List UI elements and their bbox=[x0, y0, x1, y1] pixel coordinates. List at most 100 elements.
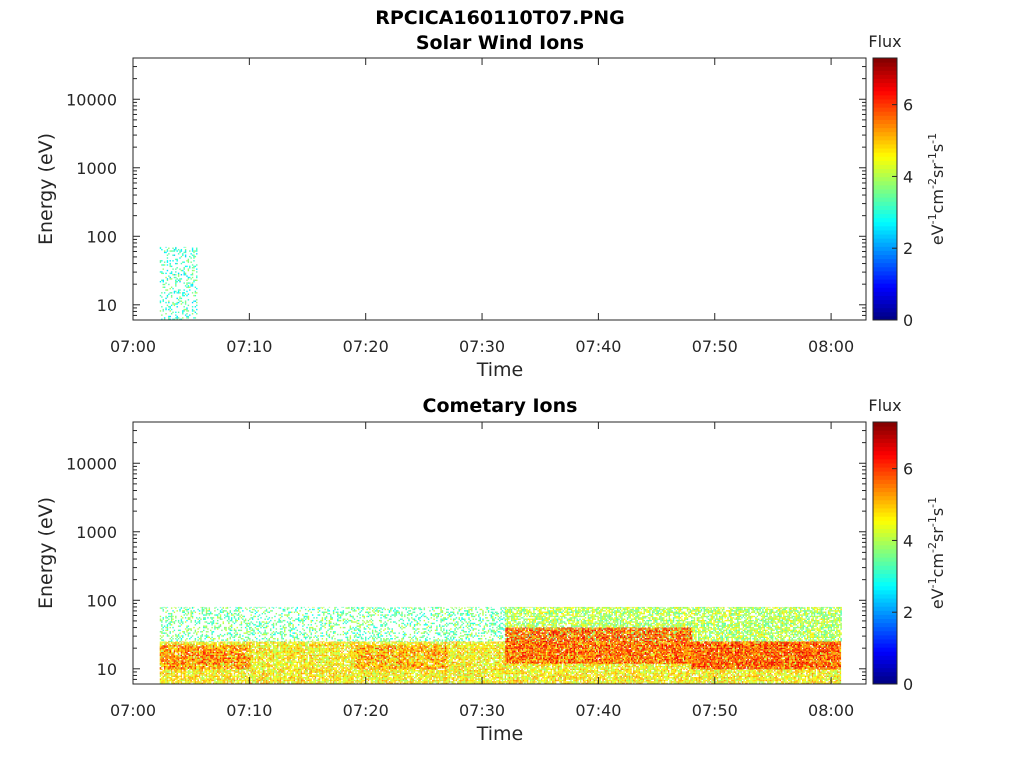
heatmap-cell bbox=[299, 654, 301, 657]
heatmap-cell bbox=[313, 674, 315, 676]
heatmap-cell bbox=[184, 254, 187, 256]
heatmap-cell bbox=[366, 671, 368, 673]
heatmap-cell bbox=[256, 656, 258, 658]
heatmap-cell bbox=[303, 657, 305, 659]
heatmap-cell bbox=[281, 678, 283, 680]
heatmap-cell bbox=[387, 641, 389, 643]
heatmap-cell bbox=[388, 658, 391, 661]
heatmap-cell bbox=[184, 250, 187, 252]
heatmap-cell bbox=[316, 670, 318, 672]
heatmap-cell bbox=[268, 645, 271, 647]
heatmap-cell bbox=[300, 678, 303, 680]
heatmap-cell bbox=[288, 668, 290, 671]
heatmap-cell bbox=[191, 643, 194, 645]
heatmap-cell bbox=[362, 677, 364, 679]
heatmap-cell bbox=[335, 663, 338, 665]
heatmap-area bbox=[159, 606, 842, 684]
heatmap-cell bbox=[346, 677, 349, 679]
heatmap-cell bbox=[337, 642, 339, 644]
heatmap-cell bbox=[166, 665, 169, 668]
heatmap-cell bbox=[295, 647, 297, 650]
heatmap-cell bbox=[177, 311, 180, 314]
heatmap-cell bbox=[327, 678, 329, 680]
heatmap-cell bbox=[264, 654, 266, 657]
colorbar-segment bbox=[873, 168, 897, 174]
heatmap-cell bbox=[197, 660, 199, 662]
heatmap-cell bbox=[250, 667, 252, 669]
heatmap-cell bbox=[232, 675, 234, 678]
heatmap-cell bbox=[316, 675, 318, 678]
heatmap-cell bbox=[189, 681, 191, 683]
heatmap-cell bbox=[297, 646, 300, 648]
heatmap-cell bbox=[341, 665, 343, 668]
heatmap-cell bbox=[254, 658, 257, 661]
solar-wind-panel: Solar Wind Ions 07:00 07:10 07:20 07:30 07:4… bbox=[35, 32, 947, 381]
heatmap-cell bbox=[229, 674, 231, 676]
y-tick-label: 100 bbox=[86, 227, 117, 246]
heatmap-cell bbox=[211, 653, 213, 655]
heatmap-cell bbox=[342, 668, 345, 671]
heatmap-cell bbox=[362, 678, 364, 680]
heatmap-cell bbox=[200, 653, 202, 655]
heatmap-cell bbox=[179, 643, 181, 645]
heatmap-cell bbox=[214, 678, 216, 680]
heatmap-cell bbox=[215, 665, 218, 668]
heatmap-cell bbox=[194, 671, 197, 673]
heatmap-cell bbox=[240, 670, 243, 672]
heatmap-cell bbox=[302, 643, 304, 645]
heatmap-cell bbox=[258, 667, 261, 669]
heatmap-cell bbox=[254, 663, 257, 665]
heatmap-cell bbox=[303, 660, 305, 662]
heatmap-cell bbox=[384, 665, 386, 668]
heatmap-cell bbox=[180, 318, 183, 320]
heatmap-cell bbox=[309, 656, 311, 658]
heatmap-cell bbox=[236, 647, 238, 650]
heatmap-cell bbox=[281, 677, 283, 679]
heatmap-cell bbox=[172, 247, 174, 249]
heatmap-cell bbox=[314, 663, 317, 665]
heatmap-cell bbox=[279, 643, 282, 645]
heatmap-cell bbox=[274, 645, 276, 647]
heatmap-cell bbox=[278, 681, 280, 683]
heatmap-cell bbox=[327, 650, 329, 652]
heatmap-cell bbox=[381, 668, 384, 671]
heatmap-cell bbox=[311, 642, 314, 644]
heatmap-cell bbox=[170, 657, 173, 659]
heatmap-cell bbox=[370, 678, 372, 680]
heatmap-cell bbox=[268, 668, 271, 671]
heatmap-cell bbox=[371, 678, 374, 680]
heatmap-cell bbox=[282, 663, 285, 665]
heatmap-cell bbox=[380, 670, 382, 672]
heatmap-cell bbox=[205, 642, 208, 644]
heatmap-cell bbox=[264, 674, 266, 676]
heatmap-cell bbox=[296, 653, 298, 655]
heatmap-cell bbox=[258, 671, 261, 673]
heatmap-cell bbox=[237, 671, 240, 673]
heatmap-cell bbox=[352, 653, 354, 655]
heatmap-cell bbox=[289, 677, 292, 679]
heatmap-cell bbox=[391, 681, 393, 683]
colorbar-segment bbox=[873, 209, 897, 215]
colorbar-segment bbox=[873, 148, 897, 153]
heatmap-cell bbox=[193, 671, 195, 673]
heatmap-cell bbox=[345, 675, 347, 678]
heatmap-cell bbox=[228, 654, 230, 657]
colorbar-segment bbox=[873, 287, 897, 292]
heatmap-cell bbox=[366, 674, 368, 676]
heatmap-cell bbox=[327, 656, 329, 658]
heatmap-cell bbox=[179, 297, 181, 300]
heatmap-cell bbox=[256, 653, 258, 655]
heatmap-cell bbox=[359, 665, 361, 668]
heatmap-cell bbox=[292, 675, 294, 678]
heatmap-cell bbox=[162, 656, 164, 658]
heatmap-cell bbox=[170, 645, 173, 647]
heatmap-cell bbox=[279, 646, 282, 648]
heatmap-cell bbox=[362, 664, 364, 666]
heatmap-cell bbox=[369, 647, 371, 650]
heatmap-cell bbox=[309, 665, 311, 668]
heatmap-cell bbox=[187, 642, 190, 644]
heatmap-cell bbox=[176, 260, 178, 262]
heatmap-cell bbox=[237, 668, 240, 671]
heatmap-cell bbox=[388, 681, 391, 683]
heatmap-cell bbox=[250, 672, 252, 675]
